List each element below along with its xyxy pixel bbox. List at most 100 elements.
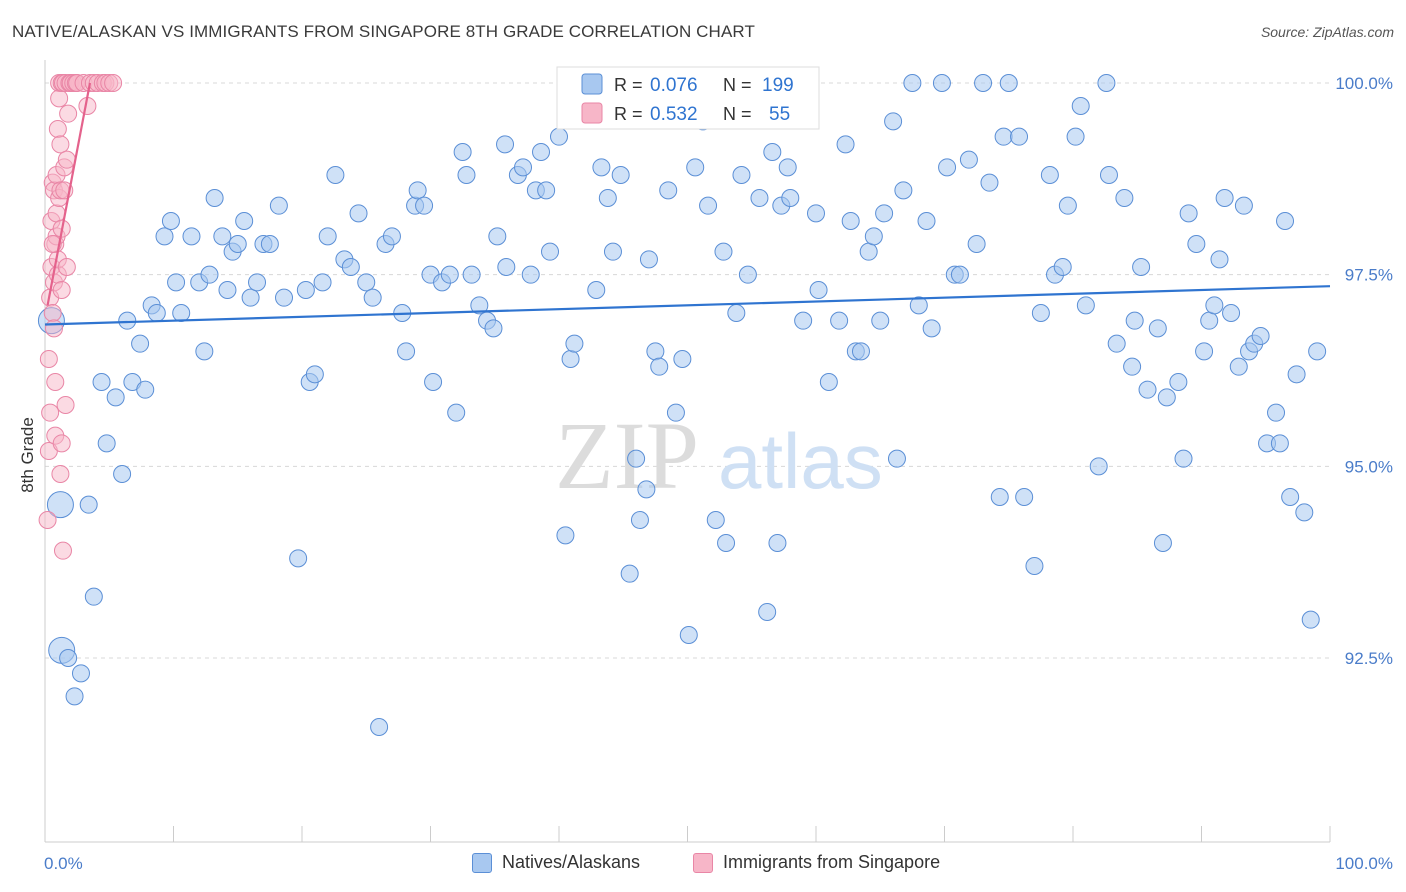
native-point-79: [550, 127, 568, 146]
native-point-8: [92, 373, 111, 391]
x-tick-label-1: 100.0%: [1335, 854, 1393, 873]
native-point-35: [260, 235, 279, 253]
watermark: ZIP atlas: [555, 402, 883, 509]
inset-legend-n-value-blue: 199: [762, 75, 794, 96]
native-point-166: [1132, 258, 1151, 276]
native-point-24: [195, 342, 214, 361]
inset-legend-n-label-pink: N =: [723, 104, 752, 124]
native-point-86: [598, 189, 617, 207]
singapore-point-35: [56, 396, 75, 414]
native-point-66: [470, 296, 489, 315]
native-point-97: [666, 403, 685, 422]
native-point-160: [1097, 74, 1116, 92]
native-point-82: [565, 334, 584, 353]
legend-item-singapore: Immigrants from Singapore: [693, 852, 940, 873]
native-point-102: [699, 196, 718, 215]
native-point-1: [46, 491, 74, 519]
native-point-141: [959, 150, 978, 169]
native-point-187: [1267, 403, 1286, 422]
native-point-103: [706, 511, 725, 529]
native-point-109: [750, 189, 769, 207]
native-point-129: [875, 204, 894, 223]
native-point-176: [1200, 311, 1219, 330]
native-point-7: [84, 587, 103, 606]
native-point-20: [167, 273, 186, 292]
native-point-22: [182, 227, 201, 246]
native-point-148: [1010, 127, 1029, 146]
legend-label-natives: Natives/Alaskans: [502, 852, 641, 872]
native-point-95: [650, 357, 669, 376]
native-point-130: [884, 112, 903, 131]
singapore-point-12: [46, 373, 65, 391]
native-point-106: [727, 304, 746, 322]
native-point-39: [296, 281, 315, 299]
inset-legend-r-label-blue: R =: [614, 75, 643, 95]
native-point-182: [1234, 196, 1253, 215]
native-point-69: [488, 227, 507, 246]
singapore-point-7: [43, 304, 62, 322]
native-point-193: [1301, 610, 1320, 629]
chart-title: NATIVE/ALASKAN VS IMMIGRANTS FROM SINGAP…: [12, 22, 755, 41]
native-point-194: [1308, 342, 1327, 361]
singapore-point-9: [44, 319, 63, 338]
singapore-point-24: [51, 465, 70, 483]
y-axis-label: 8th Grade: [18, 417, 37, 493]
native-point-48: [357, 273, 376, 292]
native-point-62: [447, 403, 466, 422]
native-point-127: [864, 227, 883, 246]
singapore-point-30: [52, 434, 71, 453]
native-point-120: [819, 373, 838, 391]
singapore-point-16: [47, 204, 66, 223]
native-point-105: [717, 534, 736, 552]
native-point-147: [999, 74, 1018, 92]
singapore-point-37: [57, 150, 76, 169]
native-point-108: [738, 265, 757, 284]
x-tick-label-0: 0.0%: [44, 854, 83, 873]
native-point-63: [453, 143, 472, 161]
native-point-190: [1281, 488, 1300, 506]
native-point-188: [1270, 434, 1289, 453]
trend-lines: [44, 82, 1331, 326]
native-point-162: [1107, 334, 1126, 353]
native-point-181: [1229, 357, 1248, 376]
legend-item-natives: Natives/Alaskans: [472, 852, 640, 873]
native-point-132: [894, 181, 913, 200]
native-point-88: [611, 166, 630, 184]
native-point-150: [1025, 557, 1044, 575]
native-point-31: [235, 212, 254, 230]
inset-legend: R = 0.076 N = 199 R = 0.532 N = 55: [556, 66, 820, 130]
native-point-104: [714, 242, 733, 261]
singapore-point-2: [39, 350, 58, 368]
native-point-41: [305, 365, 324, 384]
series-natives-alaskans-points: [37, 74, 1327, 736]
singapore-point-23: [50, 89, 69, 108]
native-point-85: [592, 158, 611, 177]
native-point-137: [932, 74, 951, 92]
native-point-123: [841, 212, 860, 230]
native-point-84: [587, 281, 606, 299]
native-point-136: [922, 319, 941, 338]
native-point-56: [408, 181, 427, 200]
native-point-28: [218, 281, 237, 299]
singapore-point-0: [38, 511, 57, 529]
native-point-44: [326, 166, 345, 184]
native-point-81: [561, 350, 580, 368]
native-point-19: [161, 212, 180, 230]
native-point-14: [131, 334, 150, 353]
native-point-110: [758, 603, 777, 621]
native-point-146: [994, 127, 1013, 146]
singapore-point-3: [41, 403, 60, 422]
native-point-189: [1276, 212, 1295, 230]
y-tick-label-2: 97.5%: [1345, 266, 1393, 285]
inset-legend-swatch-blue: [581, 73, 603, 95]
native-point-145: [990, 488, 1009, 506]
watermark-atlas: atlas: [718, 417, 883, 505]
series-immigrants-singapore-points: [38, 74, 123, 560]
legend-swatch-singapore: [693, 852, 713, 873]
native-point-42: [313, 273, 332, 292]
singapore-point-19: [48, 120, 67, 138]
native-point-142: [967, 235, 986, 253]
native-point-112: [768, 534, 787, 552]
native-point-144: [980, 173, 999, 192]
native-point-185: [1251, 327, 1270, 345]
